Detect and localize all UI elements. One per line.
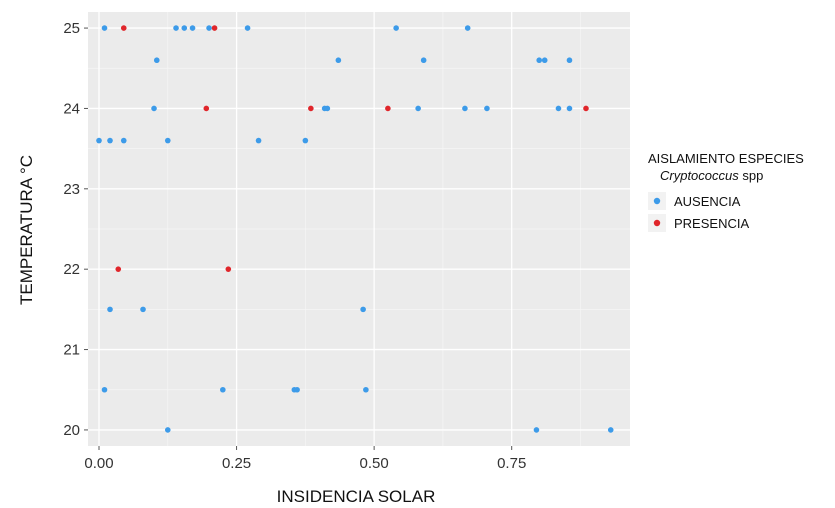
point-ausencia — [220, 386, 226, 393]
y-tick-label: 20 — [63, 422, 80, 439]
x-tick-label: 0.25 — [222, 455, 251, 472]
point-ausencia — [393, 25, 399, 31]
point-ausencia — [415, 105, 421, 112]
point-ausencia — [294, 386, 300, 393]
point-ausencia — [533, 427, 540, 433]
point-ausencia — [164, 427, 171, 433]
legend-key-presencia — [653, 219, 661, 227]
point-ausencia — [189, 25, 196, 31]
y-axis-title: TEMPERATURA °C — [17, 155, 36, 305]
x-tick-label: 0.75 — [497, 455, 526, 472]
point-ausencia — [107, 137, 113, 144]
point-ausencia — [151, 105, 157, 112]
point-presencia — [225, 266, 232, 272]
legend-subtitle: Cryptococcus spp — [660, 168, 763, 183]
point-ausencia — [101, 25, 108, 31]
point-ausencia — [462, 105, 468, 112]
point-ausencia — [173, 25, 179, 31]
point-ausencia — [164, 137, 171, 144]
point-ausencia — [541, 57, 548, 64]
point-presencia — [115, 266, 122, 272]
point-presencia — [203, 105, 210, 112]
point-presencia — [211, 25, 218, 31]
point-ausencia — [140, 306, 146, 313]
point-ausencia — [555, 105, 562, 112]
point-ausencia — [484, 105, 490, 112]
y-axis-ticks: 20 21 22 23 24 25 — [63, 20, 88, 439]
y-tick-label: 25 — [63, 20, 80, 37]
data-points — [96, 25, 614, 433]
point-ausencia — [255, 137, 262, 144]
point-ausencia — [324, 105, 331, 112]
legend-subtitle-rest: spp — [739, 168, 764, 183]
point-ausencia — [206, 25, 212, 31]
point-ausencia — [96, 137, 102, 144]
point-ausencia — [153, 57, 160, 64]
y-tick-label: 22 — [63, 261, 80, 278]
point-ausencia — [464, 25, 471, 31]
legend-key-ausencia — [653, 197, 661, 205]
point-presencia — [120, 25, 127, 31]
point-ausencia — [536, 57, 543, 64]
point-presencia — [583, 105, 589, 112]
legend-label-ausencia: AUSENCIA — [674, 194, 741, 209]
y-tick-label: 23 — [63, 181, 80, 198]
point-ausencia — [107, 306, 113, 313]
major-gridlines — [88, 12, 630, 446]
legend-title: AISLAMIENTO ESPECIES — [648, 151, 804, 166]
point-ausencia — [363, 386, 369, 393]
minor-gridlines — [88, 12, 630, 446]
point-ausencia — [360, 306, 366, 313]
point-presencia — [308, 105, 314, 112]
point-ausencia — [120, 137, 127, 144]
x-axis-ticks: 0.00 0.25 0.50 0.75 — [84, 446, 526, 472]
point-ausencia — [607, 427, 614, 433]
point-ausencia — [244, 25, 251, 31]
point-ausencia — [101, 386, 108, 393]
x-tick-label: 0.00 — [84, 455, 113, 472]
x-axis-title: INSIDENCIA SOLAR — [277, 487, 436, 506]
point-ausencia — [566, 105, 573, 112]
point-ausencia — [566, 57, 573, 64]
point-ausencia — [420, 57, 427, 64]
legend: AISLAMIENTO ESPECIES Cryptococcus spp AU… — [648, 151, 804, 232]
point-ausencia — [181, 25, 188, 31]
legend-label-presencia: PRESENCIA — [674, 216, 749, 231]
point-ausencia — [335, 57, 342, 64]
point-presencia — [385, 105, 391, 112]
point-ausencia — [302, 137, 309, 144]
legend-subtitle-italic: Cryptococcus — [660, 168, 739, 183]
y-tick-label: 24 — [63, 100, 80, 117]
x-tick-label: 0.50 — [360, 455, 389, 472]
y-tick-label: 21 — [63, 342, 80, 359]
